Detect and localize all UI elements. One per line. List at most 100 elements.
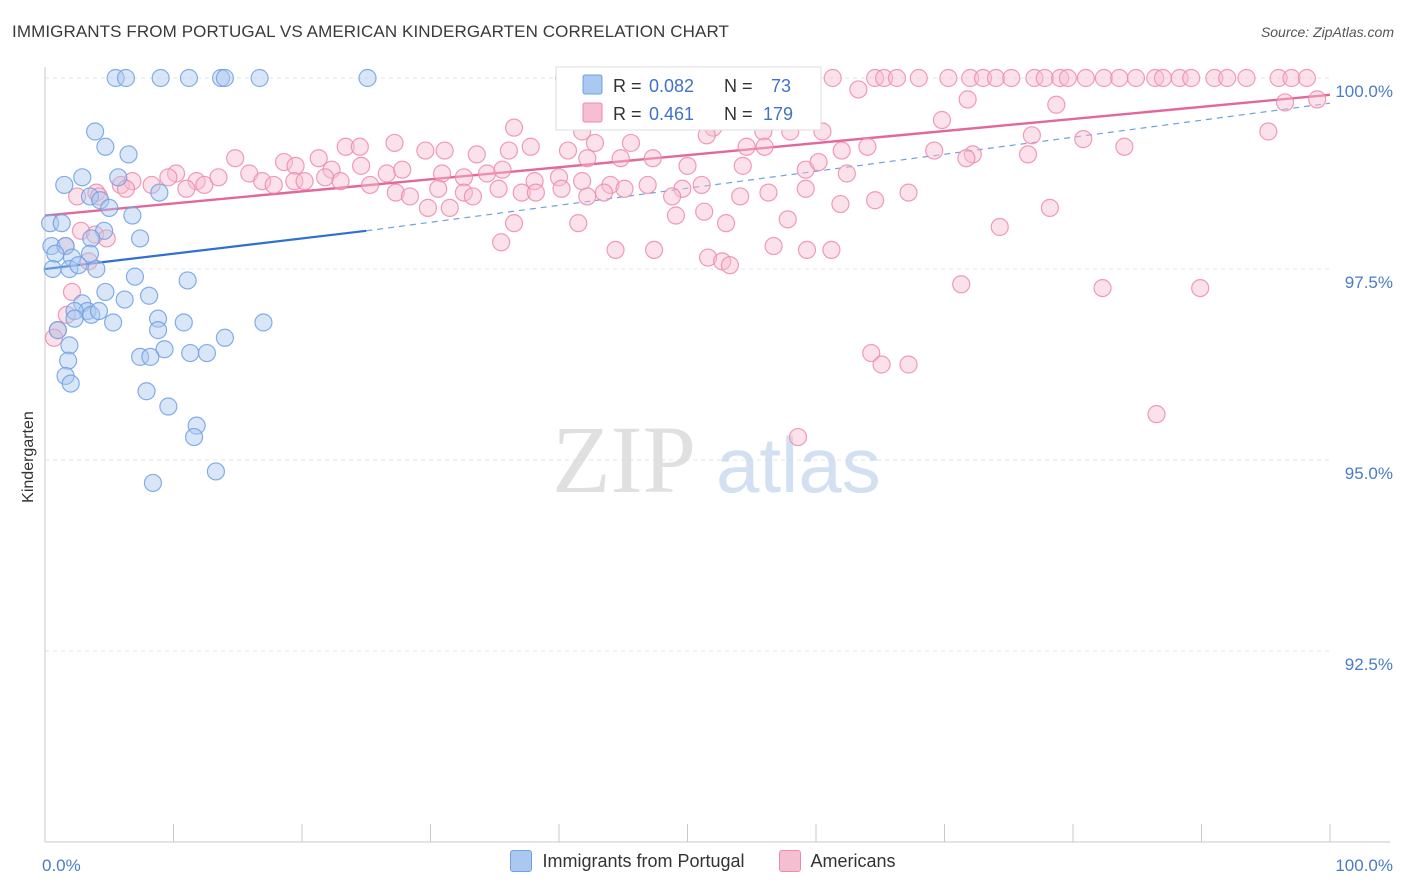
americans-point-83 [454,168,474,187]
portugal-point-48 [254,313,273,332]
americans-point-107 [454,183,474,202]
legend-r-value-1: 0.082 [649,76,694,96]
americans-point-159 [62,282,82,302]
portugal-point-12 [73,168,92,187]
legend-n-value-1: 73 [771,76,791,96]
americans-point-50 [737,137,756,156]
americans-trend-line [44,93,1331,217]
americans-point-26 [1237,68,1256,88]
portugal-point-54 [197,343,217,363]
americans-point-147 [606,240,625,259]
legend-swatch-blue [582,74,603,95]
portugal-point-43 [48,321,67,340]
portugal-point-51 [60,336,79,355]
watermark-atlas: atlas [716,421,881,509]
portugal-point-37 [115,290,134,309]
americans-point-121 [831,194,850,214]
americans-point-85 [493,160,512,179]
americans-point-123 [899,183,918,202]
americans-point-103 [361,175,380,195]
portugal-point-33 [125,267,145,286]
portugal-point-36 [139,286,159,305]
bottom-legend-swatch-pink [778,850,801,872]
americans-point-32 [849,80,868,99]
y-tick-label-0: 92.5% [1345,655,1393,674]
portugal-point-6 [250,68,269,88]
x-tick-label-min: 0.0% [42,856,81,875]
americans-point-137 [666,206,686,225]
americans-point-162 [862,343,881,363]
americans-point-148 [644,240,664,259]
portugal-point-63 [184,427,204,447]
americans-point-152 [764,236,783,256]
americans-point-141 [71,221,91,240]
americans-point-14 [1051,68,1070,88]
americans-point-5 [887,68,907,88]
americans-point-36 [1308,90,1327,109]
americans-point-169 [957,149,976,168]
americans-point-140 [778,210,797,229]
americans-point-134 [418,198,438,217]
americans-point-128 [159,168,178,187]
americans-point-19 [1126,68,1146,88]
americans-point-7 [939,68,958,88]
portugal-point-8 [86,122,105,141]
americans-point-10 [986,68,1006,88]
portugal-point-41 [65,301,84,321]
americans-point-21 [1153,68,1173,88]
americans-point-173 [1259,122,1278,141]
americans-point-29 [1297,68,1316,88]
y-tick-label-1: 95.0% [1345,464,1393,483]
source-credit: Source: ZipAtlas.com [1260,24,1394,40]
americans-point-33 [958,90,977,109]
portugal-point-32 [87,259,106,279]
americans-point-16 [1076,68,1095,88]
portugal-point-16 [150,183,169,202]
americans-point-94 [195,175,214,195]
trend-layer [44,93,1331,271]
americans-point-119 [759,183,778,202]
americans-point-49 [621,133,641,153]
bottom-legend-swatch-blue [510,850,533,872]
legend-r-label-2: R = [613,104,642,124]
portugal-point-29 [43,259,62,279]
bottom-legend-item-portugal: Immigrants from Portugal [510,850,745,872]
americans-point-171 [1074,130,1093,149]
americans-point-73 [837,164,856,183]
americans-point-112 [552,179,571,198]
americans-point-149 [698,248,718,267]
portugal-point-14 [80,187,100,206]
y-tick-label-2: 97.5% [1345,273,1393,292]
americans-point-27 [1269,68,1288,88]
portugal-point-53 [181,343,200,363]
americans-point-79 [352,156,371,175]
americans-point-97 [253,172,272,191]
americans-point-109 [489,179,508,198]
y-tick-label-3: 100.0% [1335,82,1393,101]
americans-point-4 [875,68,894,88]
americans-point-80 [377,164,396,183]
portugal-point-62 [187,416,206,435]
americans-point-89 [601,175,620,195]
americans-point-74 [226,149,245,168]
americans-point-167 [990,217,1009,237]
americans-point-25 [1218,68,1237,88]
bottom-legend-item-americans: Americans [778,850,896,872]
americans-point-146 [492,233,511,252]
americans-point-108 [463,187,483,206]
americans-point-100 [295,172,314,191]
portugal-point-50 [215,328,234,347]
portugal-point-26 [46,244,65,263]
portugal-point-1 [116,68,136,88]
americans-point-52 [832,141,851,160]
americans-point-2 [823,68,842,88]
americans-point-104 [386,183,405,202]
americans-point-163 [872,355,891,374]
portugal-point-44 [65,309,84,328]
americans-point-115 [615,179,634,198]
chart-title: IMMIGRANTS FROM PORTUGAL VS AMERICAN KIN… [12,22,730,41]
portugal-point-27 [62,248,82,267]
portugal-point-31 [69,256,88,275]
portugal-point-10 [119,145,138,164]
portugal-point-56 [141,347,160,366]
